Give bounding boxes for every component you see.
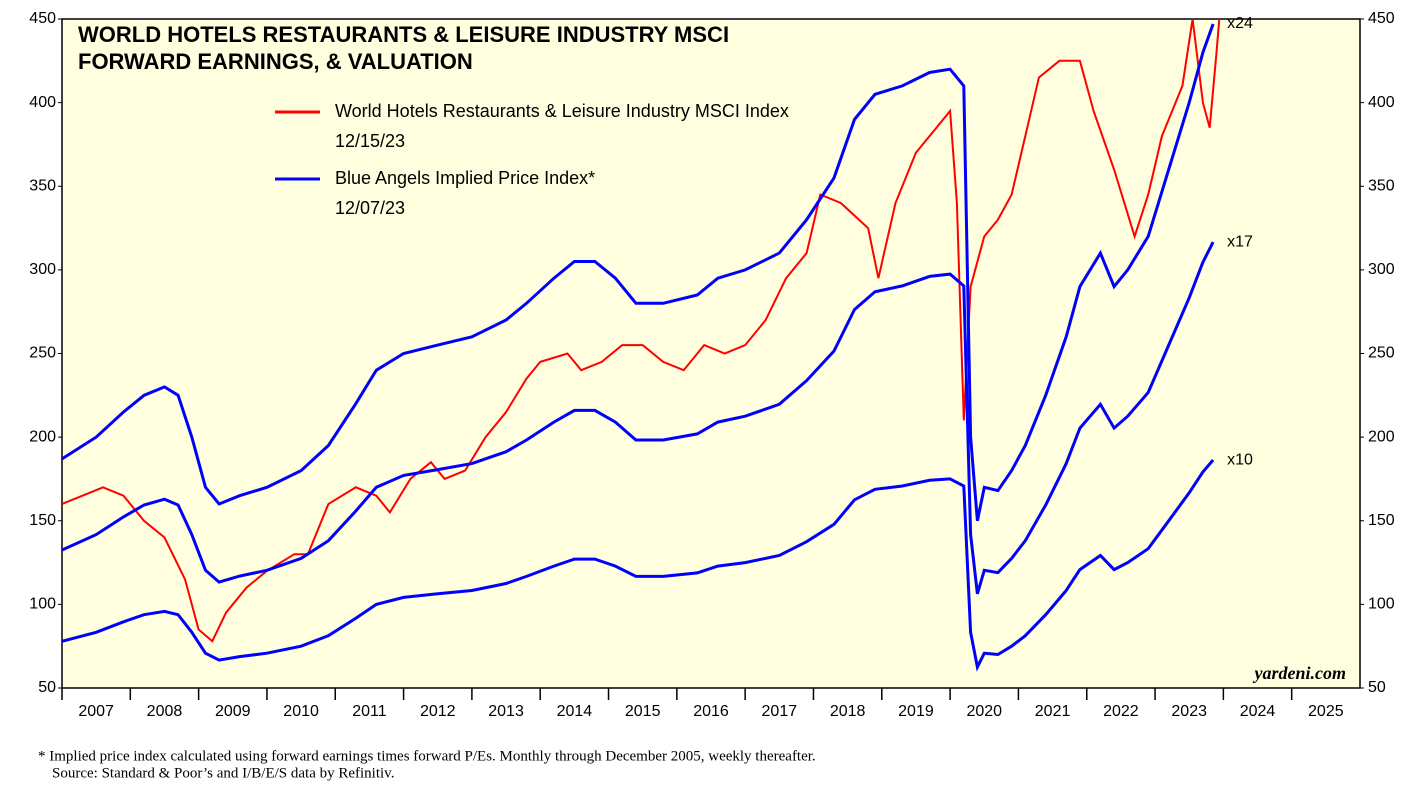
x-tick-label: 2011 bbox=[352, 703, 387, 720]
x-tick-label: 2018 bbox=[830, 703, 866, 720]
source: Source: Standard & Poor’s and I/B/E/S da… bbox=[52, 765, 394, 781]
legend-label: World Hotels Restaurants & Leisure Indus… bbox=[335, 101, 789, 121]
y2-tick-label: 100 bbox=[1368, 596, 1395, 613]
series-label: x10 bbox=[1227, 451, 1253, 468]
x-tick-label: 2015 bbox=[625, 703, 661, 720]
chart-title: FORWARD EARNINGS, & VALUATION bbox=[78, 49, 473, 74]
y-tick-label: 250 bbox=[29, 345, 56, 362]
y-tick-label: 200 bbox=[29, 428, 56, 445]
x-tick-label: 2024 bbox=[1240, 703, 1276, 720]
x-tick-label: 2013 bbox=[488, 703, 524, 720]
lines bbox=[62, 19, 1221, 672]
y-tick-label: 50 bbox=[38, 679, 56, 696]
y-tick-label: 100 bbox=[29, 596, 56, 613]
y-tick-label: 300 bbox=[29, 261, 56, 278]
y2-tick-label: 450 bbox=[1368, 10, 1395, 27]
footnote: * Implied price index calculated using f… bbox=[38, 748, 816, 764]
x-tick-label: 2014 bbox=[557, 703, 593, 720]
plot-area bbox=[61, 18, 1361, 689]
x-tick-label: 2012 bbox=[420, 703, 456, 720]
y2-tick-label: 150 bbox=[1368, 512, 1395, 529]
x-tick-label: 2017 bbox=[762, 703, 798, 720]
series-line bbox=[62, 241, 1215, 595]
chart-title: WORLD HOTELS RESTAURANTS & LEISURE INDUS… bbox=[78, 22, 729, 47]
series-label: x24 bbox=[1227, 15, 1253, 32]
y2-tick-label: 300 bbox=[1368, 261, 1395, 278]
series-line bbox=[62, 23, 1215, 522]
x-tick-label: 2023 bbox=[1171, 703, 1207, 720]
series-line bbox=[62, 459, 1215, 672]
y-tick-label: 150 bbox=[29, 512, 56, 529]
y2-tick-label: 350 bbox=[1368, 177, 1395, 194]
x-tick-label: 2010 bbox=[283, 703, 319, 720]
legend-date: 12/07/23 bbox=[335, 198, 405, 218]
y-tick-label: 350 bbox=[29, 177, 56, 194]
legend-date: 12/15/23 bbox=[335, 131, 405, 151]
x-tick-label: 2025 bbox=[1308, 703, 1344, 720]
legend-label: Blue Angels Implied Price Index* bbox=[335, 168, 595, 188]
x-tick-label: 2022 bbox=[1103, 703, 1139, 720]
y2-tick-label: 200 bbox=[1368, 428, 1395, 445]
watermark: yardeni.com bbox=[1253, 663, 1347, 683]
x-tick-label: 2008 bbox=[147, 703, 183, 720]
y2-tick-label: 50 bbox=[1368, 679, 1386, 696]
x-tick-label: 2019 bbox=[898, 703, 934, 720]
x-tick-label: 2021 bbox=[1035, 703, 1071, 720]
series-label: x17 bbox=[1227, 233, 1253, 250]
y-tick-label: 400 bbox=[29, 94, 56, 111]
x-tick-label: 2016 bbox=[693, 703, 729, 720]
x-tick-label: 2020 bbox=[966, 703, 1002, 720]
x-tick-label: 2007 bbox=[78, 703, 114, 720]
y-tick-label: 450 bbox=[29, 10, 56, 27]
y2-tick-label: 250 bbox=[1368, 345, 1395, 362]
x-tick-label: 2009 bbox=[215, 703, 251, 720]
y2-tick-label: 400 bbox=[1368, 94, 1395, 111]
